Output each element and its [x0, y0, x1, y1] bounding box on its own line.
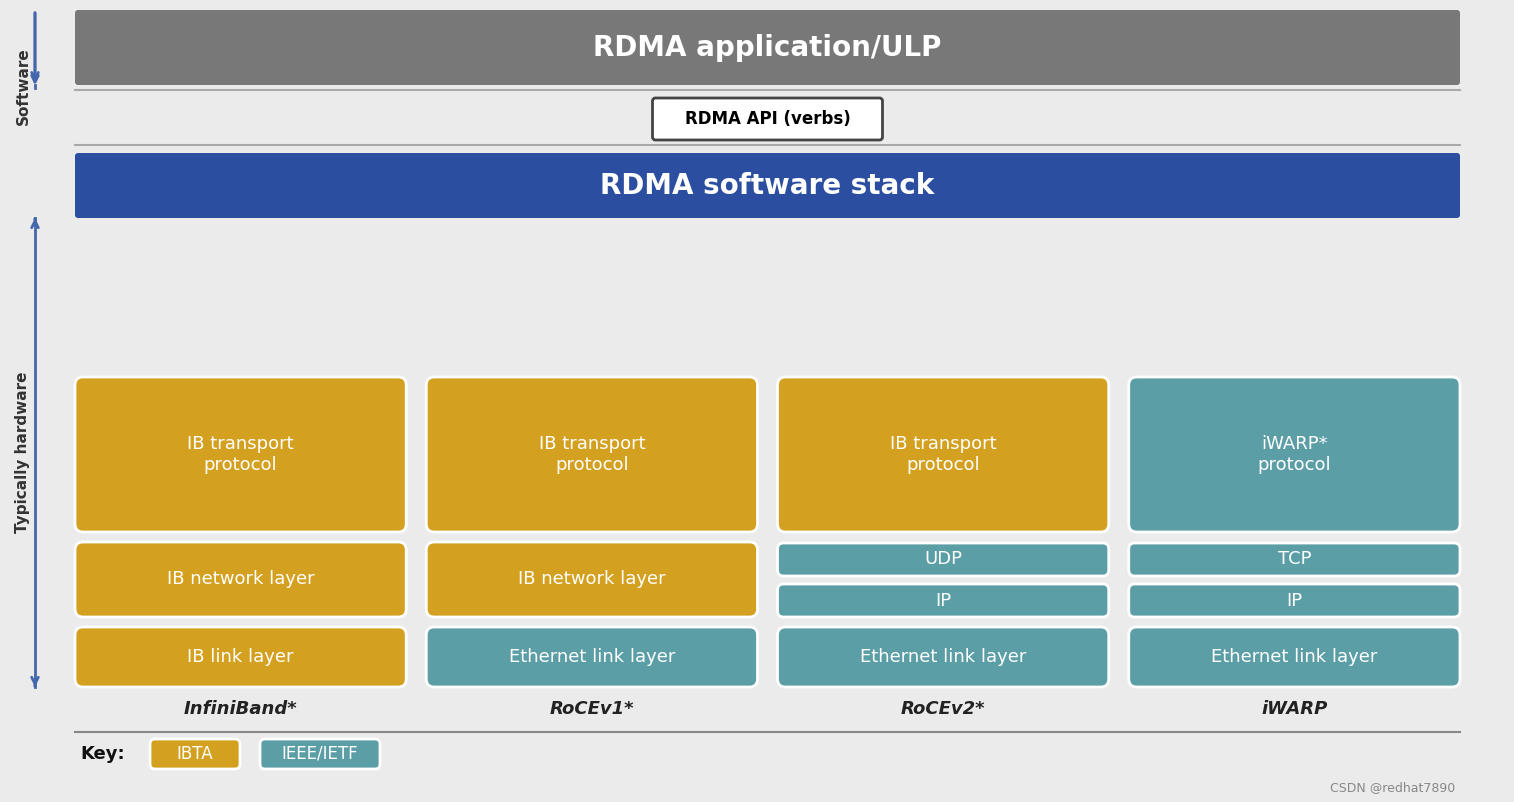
Text: TCP: TCP [1278, 550, 1311, 569]
FancyBboxPatch shape [76, 10, 1459, 85]
Text: IB transport
protocol: IB transport protocol [188, 435, 294, 474]
Text: Ethernet link layer: Ethernet link layer [509, 648, 675, 666]
FancyBboxPatch shape [427, 377, 757, 532]
Text: RDMA API (verbs): RDMA API (verbs) [684, 110, 851, 128]
FancyBboxPatch shape [778, 584, 1108, 617]
FancyBboxPatch shape [1129, 584, 1459, 617]
Text: IB network layer: IB network layer [167, 570, 315, 589]
Text: UDP: UDP [924, 550, 961, 569]
Text: IB transport
protocol: IB transport protocol [539, 435, 645, 474]
Text: RDMA software stack: RDMA software stack [601, 172, 934, 200]
Text: IP: IP [936, 592, 951, 610]
FancyBboxPatch shape [778, 377, 1108, 532]
Text: RoCEv1*: RoCEv1* [550, 700, 634, 718]
Text: Ethernet link layer: Ethernet link layer [860, 648, 1026, 666]
FancyBboxPatch shape [1129, 543, 1459, 576]
Text: InfiniBand*: InfiniBand* [183, 700, 297, 718]
FancyBboxPatch shape [427, 542, 757, 617]
Text: Typically hardware: Typically hardware [15, 372, 30, 533]
FancyBboxPatch shape [1129, 377, 1459, 532]
FancyBboxPatch shape [778, 627, 1108, 687]
Text: IB network layer: IB network layer [518, 570, 666, 589]
Text: IP: IP [1287, 592, 1302, 610]
Text: IB transport
protocol: IB transport protocol [890, 435, 996, 474]
FancyBboxPatch shape [76, 627, 406, 687]
Text: Key:: Key: [80, 745, 124, 763]
Text: Ethernet link layer: Ethernet link layer [1211, 648, 1378, 666]
FancyBboxPatch shape [150, 739, 241, 769]
Text: iWARP*
protocol: iWARP* protocol [1258, 435, 1331, 474]
Text: Software: Software [15, 47, 30, 125]
FancyBboxPatch shape [778, 543, 1108, 576]
FancyBboxPatch shape [1129, 627, 1459, 687]
Text: CSDN @redhat7890: CSDN @redhat7890 [1329, 781, 1455, 794]
FancyBboxPatch shape [76, 377, 406, 532]
FancyBboxPatch shape [427, 627, 757, 687]
FancyBboxPatch shape [76, 153, 1459, 218]
Text: RDMA application/ULP: RDMA application/ULP [593, 34, 942, 62]
Text: RoCEv2*: RoCEv2* [901, 700, 986, 718]
FancyBboxPatch shape [653, 98, 883, 140]
FancyBboxPatch shape [260, 739, 380, 769]
Text: IEEE/IETF: IEEE/IETF [282, 745, 359, 763]
FancyBboxPatch shape [76, 542, 406, 617]
Text: IB link layer: IB link layer [188, 648, 294, 666]
Text: IBTA: IBTA [177, 745, 213, 763]
Text: iWARP: iWARP [1261, 700, 1328, 718]
